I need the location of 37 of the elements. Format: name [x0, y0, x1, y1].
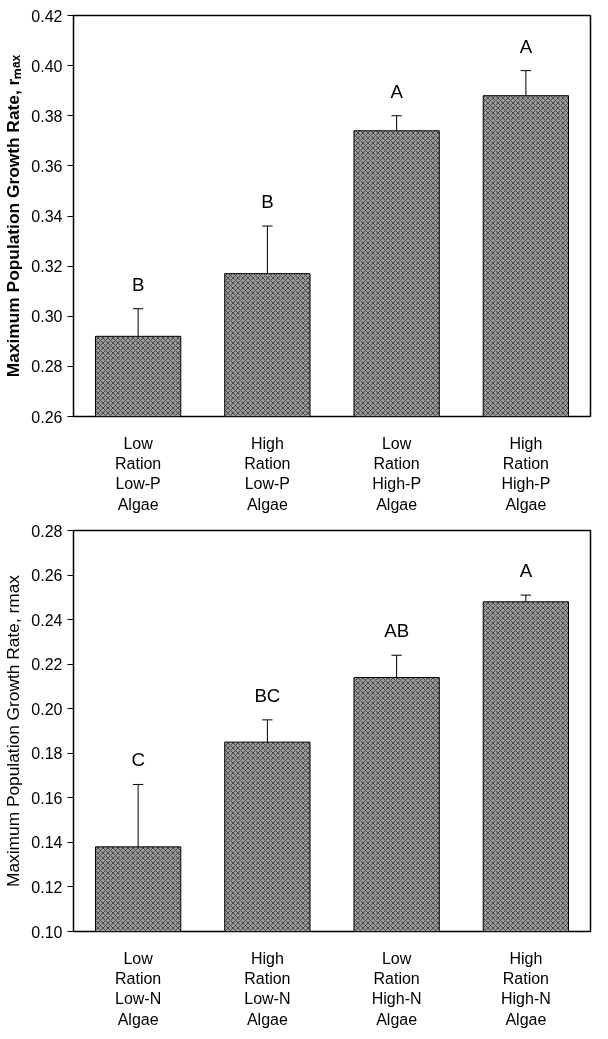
- y-tick-label: 0.24: [31, 611, 63, 629]
- annotation: A: [519, 560, 533, 582]
- y-tick-label: 0.28: [31, 358, 63, 376]
- y-tick-label: 0.26: [31, 567, 63, 585]
- y-tick-label: 0.16: [31, 789, 63, 807]
- x-tick-label: High Ration Low-N Algae: [244, 949, 291, 1028]
- y-tick-label: 0.20: [31, 700, 63, 718]
- y-axis-title: Maximum Population Growth Rate, rₘₐₓ: [3, 54, 24, 378]
- y-tick-label: 0.38: [31, 107, 63, 125]
- x-tick-label: High Ration High-N Algae: [500, 949, 551, 1028]
- y-tick-label: 0.26: [31, 408, 63, 426]
- annotation: A: [519, 35, 533, 57]
- y-tick-label: 0.30: [31, 308, 63, 326]
- y-axis-title: Maximum Population Growth Rate, rmax: [3, 574, 24, 888]
- annotation: C: [131, 749, 145, 771]
- y-tick-label: 0.34: [31, 208, 63, 225]
- x-tick-label: Low Ration Low-N Algae: [115, 949, 162, 1028]
- annotation: AB: [384, 620, 410, 642]
- annotation: A: [390, 80, 404, 102]
- annotation: BC: [254, 684, 281, 706]
- y-tick-label: 0.18: [31, 745, 63, 763]
- x-tick-label: Low Ration High-P Algae: [372, 434, 422, 513]
- x-tick-label: Low Ration High-N Algae: [371, 949, 422, 1028]
- annotation: B: [131, 273, 145, 295]
- y-tick-label: 0.36: [31, 157, 63, 175]
- y-tick-label: 0.14: [31, 834, 63, 852]
- y-tick-label: 0.28: [31, 522, 63, 540]
- y-tick-label: 0.32: [31, 258, 63, 276]
- x-tick-label: High Ration High-P Algae: [501, 434, 551, 513]
- annotation: B: [261, 191, 274, 213]
- y-tick-label: 0.42: [31, 7, 63, 25]
- y-tick-label: 0.22: [31, 656, 63, 674]
- x-tick-label: High Ration Low-P Algae: [244, 434, 291, 513]
- x-tick-label: Low Ration Low-P Algae: [115, 434, 162, 513]
- y-tick-label: 0.40: [31, 57, 63, 75]
- y-tick-label: 0.12: [31, 878, 63, 896]
- y-tick-label: 0.10: [31, 923, 63, 941]
